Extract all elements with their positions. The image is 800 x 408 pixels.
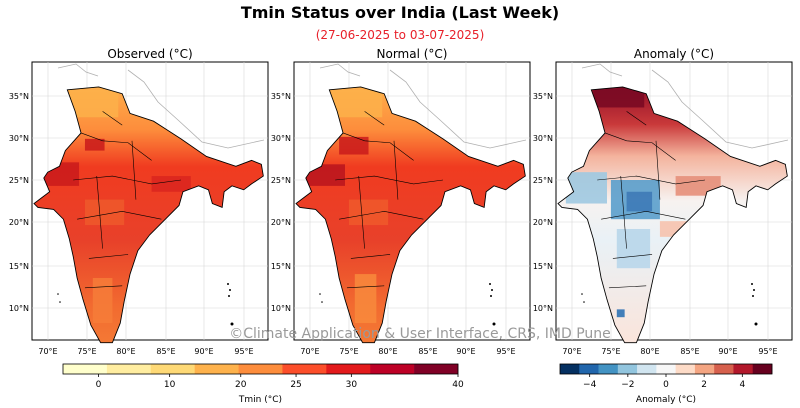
colorbar_anom-swatch <box>637 364 657 374</box>
colorbar_anom-swatch <box>579 364 599 374</box>
colorbar_tmin-swatch <box>150 364 195 374</box>
colorbar_tmin-swatch <box>63 364 108 374</box>
colorbar_anom-swatch <box>752 364 773 374</box>
lat-tick-label: 30°N <box>271 134 291 143</box>
lat-tick-label: 35°N <box>533 92 553 101</box>
lon-tick-label: 90°E <box>456 347 475 356</box>
colorbar_tmin-frame <box>62 363 459 375</box>
figure-title: Tmin Status over India (Last Week) <box>240 3 560 22</box>
lat-tick-label: 20°N <box>9 218 29 227</box>
figure-subtitle: (27-06-2025 to 03-07-2025) <box>315 28 485 42</box>
lon-tick-label: 80°E <box>640 347 659 356</box>
colorbar_anom-tick-label: −4 <box>583 380 597 390</box>
lon-tick-label: 70°E <box>562 347 581 356</box>
lat-tick-label: 20°N <box>533 218 553 227</box>
lat-tick-label: 25°N <box>9 176 29 185</box>
lon-tick-label: 90°E <box>194 347 213 356</box>
colorbar_tmin-tick-label: 20 <box>235 380 247 390</box>
lat-tick-label: 10°N <box>9 304 29 313</box>
colorbar_anom-swatch <box>714 364 734 374</box>
lat-tick-label: 30°N <box>9 134 29 143</box>
watermark: ©Climate Application & User Interface, C… <box>229 326 611 342</box>
colorbar_anom-tick-label: 4 <box>739 380 745 390</box>
lon-tick-label: 80°E <box>116 347 135 356</box>
colorbar_anom-swatch <box>675 364 696 374</box>
colorbar_anom-label: Anomaly (°C) <box>636 395 696 405</box>
lat-tick-label: 15°N <box>271 262 291 271</box>
lon-tick-label: 80°E <box>378 347 397 356</box>
colorbar_anom-tick-label: 2 <box>701 380 707 390</box>
colorbar_tmin-swatch <box>106 364 152 374</box>
panel-title-anomaly: Anomaly (°C) <box>633 47 715 61</box>
lat-tick-label: 35°N <box>9 92 29 101</box>
colorbar_tmin-swatch <box>238 364 283 374</box>
map-panel-observed <box>31 61 269 344</box>
lat-tick-label: 35°N <box>271 92 291 101</box>
lon-tick-label: 70°E <box>38 347 57 356</box>
colorbar_tmin-swatch <box>370 364 415 374</box>
colorbar_anom-tick-label: −2 <box>621 380 634 390</box>
colorbar_anom-swatch <box>560 364 580 374</box>
colorbar_anom-swatch <box>656 364 676 374</box>
panel-title-normal: Normal (°C) <box>376 47 448 61</box>
lon-tick-label: 85°E <box>418 347 437 356</box>
colorbar_tmin-label: Tmin (°C) <box>238 395 282 405</box>
colorbar_tmin-tick-label: 0 <box>96 380 102 390</box>
lat-tick-label: 15°N <box>533 262 553 271</box>
lon-tick-label: 95°E <box>496 347 515 356</box>
lon-tick-label: 85°E <box>680 347 699 356</box>
lon-tick-label: 75°E <box>77 347 96 356</box>
colorbar_anom-tick-label: 0 <box>663 380 669 390</box>
panel-title-observed: Observed (°C) <box>107 47 193 61</box>
lon-tick-label: 75°E <box>339 347 358 356</box>
lat-tick-label: 10°N <box>271 304 291 313</box>
lon-tick-label: 75°E <box>601 347 620 356</box>
colorbar_tmin-swatch <box>326 364 371 374</box>
map-panel-anomaly <box>555 61 793 344</box>
lat-tick-label: 10°N <box>533 304 553 313</box>
lon-tick-label: 85°E <box>156 347 175 356</box>
colorbar_anom-swatch <box>733 364 754 374</box>
colorbar_tmin-tick-label: 10 <box>164 380 176 390</box>
colorbar_tmin-swatch <box>194 364 239 374</box>
lon-tick-label: 70°E <box>300 347 319 356</box>
colorbar_tmin-swatch <box>282 364 327 374</box>
colorbar_tmin-swatch <box>414 364 459 374</box>
lon-tick-label: 95°E <box>758 347 777 356</box>
colorbar_anom-swatch <box>598 364 619 374</box>
colorbar_tmin-tick-label: 25 <box>290 380 301 390</box>
colorbar_tmin-tick-label: 30 <box>346 380 358 390</box>
lon-tick-label: 95°E <box>234 347 253 356</box>
colorbar_anom-swatch <box>617 364 638 374</box>
colorbar_anom-swatch <box>694 364 715 374</box>
lat-tick-label: 20°N <box>271 218 291 227</box>
map-panel-normal <box>293 61 531 344</box>
lat-tick-label: 25°N <box>271 176 291 185</box>
lon-tick-label: 90°E <box>718 347 737 356</box>
lat-tick-label: 15°N <box>9 262 29 271</box>
colorbar_tmin-tick-label: 40 <box>452 380 464 390</box>
lat-tick-label: 25°N <box>533 176 553 185</box>
lat-tick-label: 30°N <box>533 134 553 143</box>
